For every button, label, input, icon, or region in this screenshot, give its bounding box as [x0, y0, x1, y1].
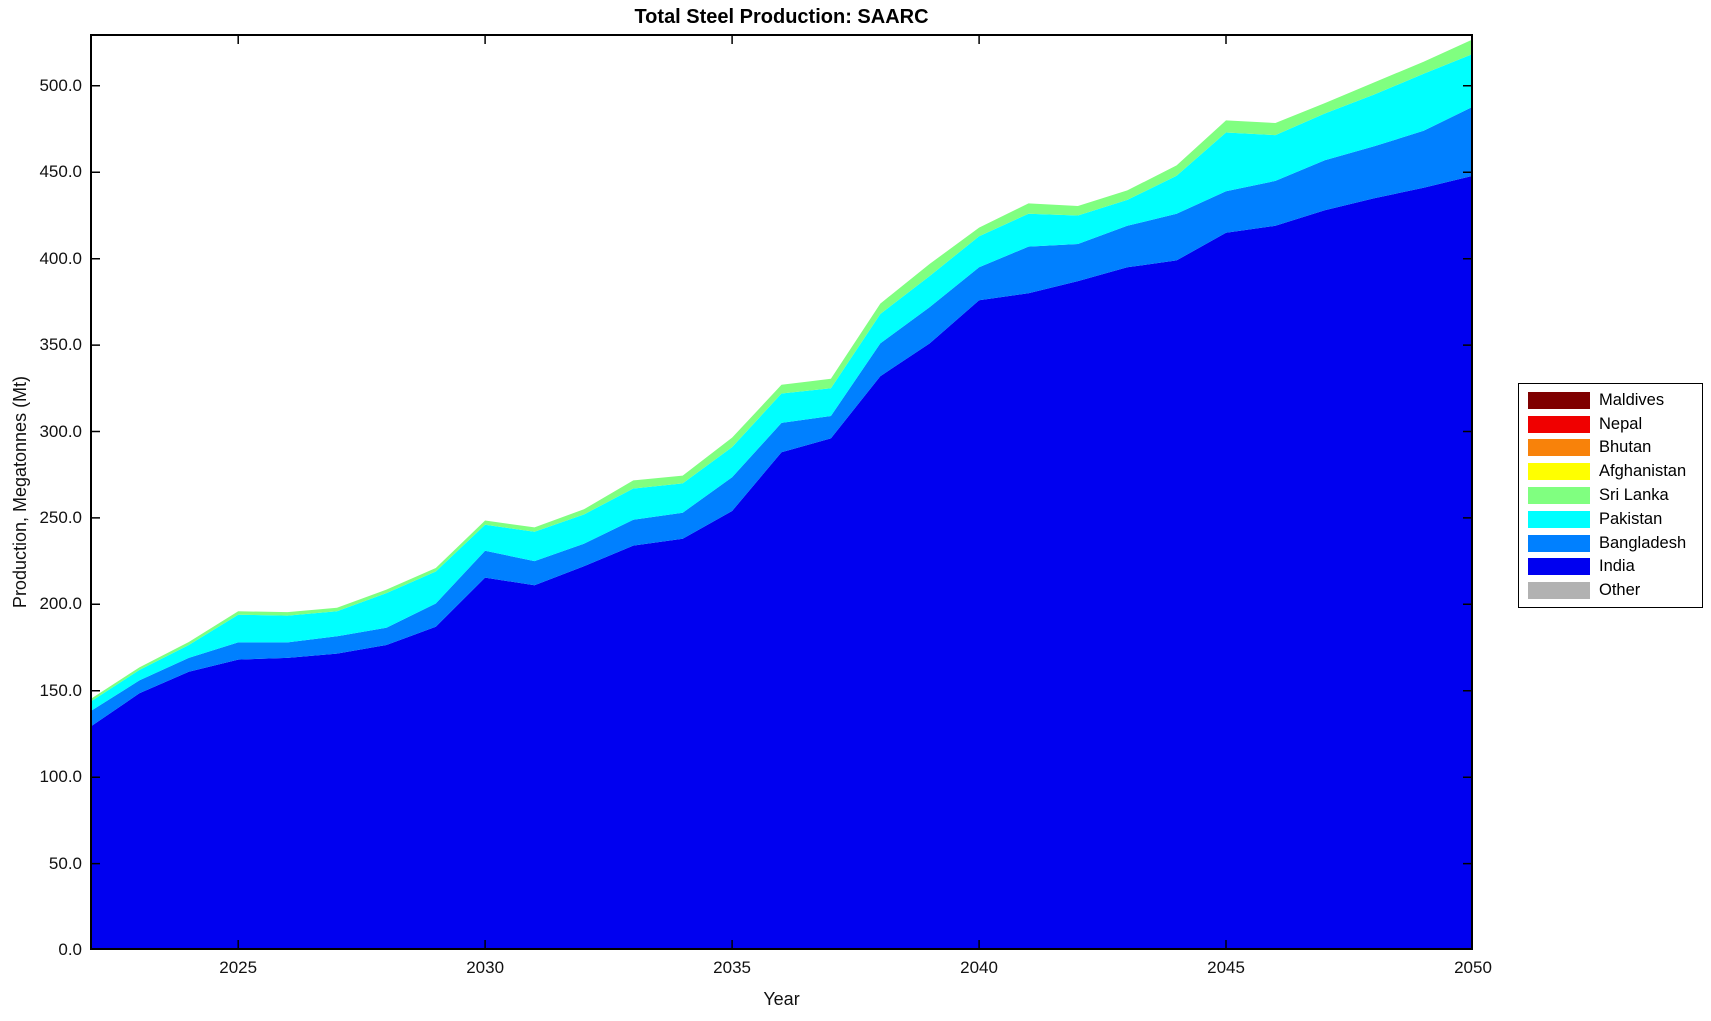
- legend-swatch-afghanistan: [1528, 463, 1590, 481]
- x-tick-label-2025: 2025: [219, 958, 258, 977]
- area-india: [90, 175, 1473, 950]
- y-tick-label-100.0: 100.0: [39, 767, 82, 787]
- y-tick-label-350.0: 350.0: [39, 335, 82, 355]
- legend-label-sri-lanka: Sri Lanka: [1599, 485, 1669, 504]
- legend-label-maldives: Maldives: [1599, 390, 1665, 409]
- x-axis-label: Year: [763, 989, 800, 1009]
- legend: Maldives Nepal Bhutan Afghanistan Sri Lanka P…: [1518, 383, 1703, 608]
- legend-swatch-bhutan: [1528, 439, 1590, 457]
- legend-label-bhutan: Bhutan: [1599, 438, 1652, 457]
- legend-item-nepal: Nepal: [1519, 415, 1702, 434]
- x-tick-label-2040: 2040: [960, 958, 998, 977]
- area-sri-lanka: [90, 39, 1473, 702]
- x-tick-label-2030: 2030: [466, 958, 505, 977]
- legend-swatch-india: [1528, 558, 1590, 576]
- y-tick-label-0.0: 0.0: [58, 940, 82, 959]
- x-tick-label-2045: 2045: [1207, 958, 1245, 977]
- y-tick-label-400.0: 400.0: [39, 248, 82, 268]
- legend-item-pakistan: Pakistan: [1519, 510, 1702, 529]
- plot-border: [90, 34, 1473, 950]
- y-tick-label-300.0: 300.0: [39, 421, 82, 441]
- legend-item-bangladesh: Bangladesh: [1519, 534, 1702, 553]
- axis-ticks: [90, 34, 1473, 950]
- legend-item-maldives: Maldives: [1519, 391, 1702, 410]
- legend-item-afghanistan: Afghanistan: [1519, 462, 1702, 481]
- y-axis-label: Production, Megatonnes (Mt): [10, 375, 30, 609]
- legend-item-india: India: [1519, 557, 1702, 576]
- legend-swatch-bangladesh: [1528, 534, 1590, 552]
- y-tick-label-200.0: 200.0: [39, 594, 82, 614]
- legend-label-bangladesh: Bangladesh: [1599, 533, 1687, 552]
- x-tick-label-2050: 2050: [1454, 958, 1492, 977]
- legend-label-other: Other: [1599, 581, 1641, 600]
- legend-label-pakistan: Pakistan: [1599, 509, 1663, 528]
- area-bangladesh: [90, 106, 1473, 728]
- y-tick-label-250.0: 250.0: [39, 507, 82, 527]
- stacked-area-chart: [90, 34, 1473, 950]
- y-tick-label-450.0: 450.0: [39, 162, 82, 182]
- legend-swatch-nepal: [1528, 415, 1590, 433]
- chart-title: Total Steel Production: SAARC: [634, 6, 929, 28]
- x-tick-label-2035: 2035: [713, 958, 751, 977]
- area-pakistan: [90, 53, 1473, 712]
- legend-swatch-maldives: [1528, 391, 1590, 409]
- legend-label-nepal: Nepal: [1599, 414, 1643, 433]
- legend-label-afghanistan: Afghanistan: [1599, 462, 1687, 481]
- y-tick-label-150.0: 150.0: [39, 680, 82, 700]
- legend-item-bhutan: Bhutan: [1519, 438, 1702, 457]
- legend-swatch-pakistan: [1528, 510, 1590, 528]
- y-tick-label-500.0: 500.0: [39, 75, 82, 95]
- legend-swatch-other: [1528, 582, 1590, 600]
- legend-item-sri-lanka: Sri Lanka: [1519, 486, 1702, 505]
- legend-swatch-sri-lanka: [1528, 486, 1590, 504]
- y-tick-label-50.0: 50.0: [48, 853, 82, 873]
- legend-item-other: Other: [1519, 581, 1702, 600]
- legend-label-india: India: [1599, 557, 1635, 576]
